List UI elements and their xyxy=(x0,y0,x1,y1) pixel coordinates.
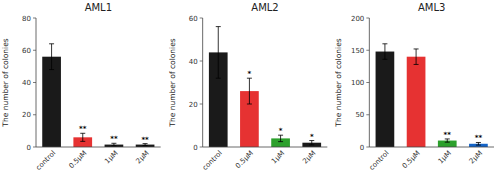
y-tick xyxy=(200,18,203,19)
x-tick-label: 1μM xyxy=(103,149,119,165)
y-axis xyxy=(36,18,37,147)
title: AML2 xyxy=(251,2,278,13)
title: AML1 xyxy=(85,2,112,13)
error-bar xyxy=(143,144,148,146)
error-bar xyxy=(309,141,314,145)
y-tick-label: 20 xyxy=(189,101,198,109)
panel: AML3 The number of colonies 0 50 100 150 200 **… xyxy=(334,2,494,172)
significance-label: ** xyxy=(79,125,87,133)
marks xyxy=(376,44,488,147)
bar xyxy=(407,57,426,147)
y-tick-label: 50 xyxy=(355,111,364,119)
x-tick-label: control xyxy=(368,149,391,172)
error-bar xyxy=(278,135,283,141)
y-tick-label: 150 xyxy=(351,47,364,55)
y-tick-label: 0 xyxy=(193,144,197,152)
error-bar xyxy=(80,133,85,141)
y-tick xyxy=(366,18,369,19)
significance-label: ** xyxy=(141,136,149,144)
x-tick-label: 2μM xyxy=(301,149,317,165)
y-tick-label: 20 xyxy=(22,111,31,119)
y-axis-label: The number of colonies xyxy=(168,38,177,127)
error-bar xyxy=(445,139,450,142)
significance-label: * xyxy=(310,133,314,141)
y-axis-label: The number of colonies xyxy=(334,38,343,127)
y-tick xyxy=(33,50,36,51)
y-tick xyxy=(200,104,203,105)
x-axis xyxy=(369,147,494,148)
x-tick-label: 2μM xyxy=(135,149,151,165)
x-tick-label: 1μM xyxy=(437,149,453,165)
x-tick-label: control xyxy=(34,149,57,172)
significance-label: * xyxy=(248,70,252,78)
y-tick-label: 80 xyxy=(22,15,31,23)
y-tick-label: 100 xyxy=(351,79,364,87)
y-tick xyxy=(366,147,369,148)
y-tick xyxy=(33,114,36,115)
y-tick xyxy=(33,18,36,19)
x-tick-label: 0.5μM xyxy=(67,149,88,170)
y-tick-label: 0 xyxy=(27,144,31,152)
error-bar xyxy=(216,27,221,79)
y-tick xyxy=(33,147,36,148)
title: AML3 xyxy=(418,2,445,13)
y-tick-label: 0 xyxy=(360,144,364,152)
x-tick-label: 0.5μM xyxy=(401,149,422,170)
y-axis xyxy=(369,18,370,147)
y-tick-label: 200 xyxy=(351,15,364,23)
error-bar xyxy=(382,44,387,59)
x-axis xyxy=(203,147,328,148)
significance-label: ** xyxy=(444,131,452,139)
x-axis xyxy=(36,147,161,148)
error-bar xyxy=(476,142,481,145)
x-tick-label: 0.5μM xyxy=(234,149,255,170)
x-tick-label: 2μM xyxy=(468,149,484,165)
panel: AML1 The number of colonies 0 20 40 60 80 ** ** *… xyxy=(1,2,161,172)
y-axis-label: The number of colonies xyxy=(1,38,10,127)
y-tick xyxy=(366,114,369,115)
error-bar xyxy=(111,143,116,146)
bar xyxy=(42,57,61,147)
error-bar xyxy=(414,49,419,64)
y-tick xyxy=(200,61,203,62)
y-tick-label: 60 xyxy=(189,15,198,23)
error-bar xyxy=(49,44,54,70)
panel: AML2 The number of colonies 0 20 40 60 * * * cont… xyxy=(168,2,328,172)
marks xyxy=(42,44,154,147)
significance-label: ** xyxy=(110,135,118,143)
significance-label: * xyxy=(279,127,283,135)
y-tick xyxy=(200,147,203,148)
y-tick-label: 60 xyxy=(22,47,31,55)
y-tick-label: 40 xyxy=(189,58,198,66)
bar xyxy=(376,52,395,147)
error-bar xyxy=(247,78,252,104)
x-tick-label: control xyxy=(201,149,224,172)
significance-label: ** xyxy=(475,134,483,142)
marks xyxy=(209,27,321,147)
y-axis xyxy=(202,18,203,147)
y-tick xyxy=(33,82,36,83)
figure: AML1The number of colonies020406080*****… xyxy=(0,0,500,183)
y-tick xyxy=(366,50,369,51)
x-tick-label: 1μM xyxy=(270,149,286,165)
y-tick xyxy=(366,82,369,83)
y-tick-label: 40 xyxy=(22,79,31,87)
